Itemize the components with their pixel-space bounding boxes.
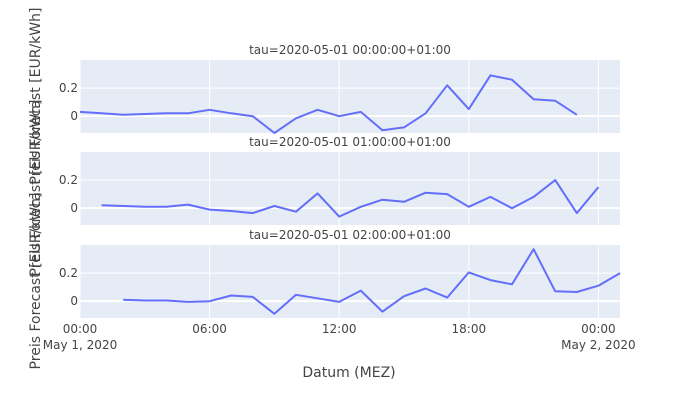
x-tick-date: May 1, 2020 <box>43 338 117 352</box>
y-tick-label: 0.2 <box>59 266 78 280</box>
plot-area <box>80 152 620 225</box>
y-axis-title-panel-1: Preis Forecast [EUR/kWh] <box>28 8 44 185</box>
series-line <box>123 248 621 315</box>
plot-area <box>80 60 620 133</box>
x-axis-title: Datum (MEZ) <box>302 365 395 381</box>
panel-1: 0 0.2 tau=2020-05-01 00:00:00+01:00 <box>59 43 620 134</box>
series-line <box>79 74 578 134</box>
y-axis-title-panel-3: Preis Forecast [EUR/kWh] <box>28 193 44 370</box>
y-tick-label: 0 <box>70 201 78 215</box>
panel-title: tau=2020-05-01 00:00:00+01:00 <box>249 43 451 57</box>
x-tick-label: 18:00 <box>452 322 487 336</box>
x-tick-label: 12:00 <box>322 322 357 336</box>
plot-area <box>80 245 620 318</box>
panel-title: tau=2020-05-01 01:00:00+01:00 <box>249 135 451 149</box>
y-tick-label: 0.2 <box>59 173 78 187</box>
x-axis-dates: May 1, 2020 May 2, 2020 <box>43 338 636 352</box>
x-tick-date: May 2, 2020 <box>561 338 635 352</box>
y-tick-label: 0 <box>70 109 78 123</box>
panel-3: 0 0.2 tau=2020-05-01 02:00:00+01:00 <box>59 228 621 318</box>
x-axis: 00:00 06:00 12:00 18:00 00:00 <box>63 322 616 336</box>
x-tick-label: 00:00 <box>63 322 98 336</box>
y-tick-label: 0.2 <box>59 81 78 95</box>
series-line <box>101 179 600 218</box>
panel-title: tau=2020-05-01 02:00:00+01:00 <box>249 228 451 242</box>
y-axis-title-panel-2: Preis Forecast [EUR/kWh] <box>28 100 44 277</box>
panels-layer: 0 0.2 tau=2020-05-01 00:00:00+01:00 0 0.2 tau… <box>59 43 621 318</box>
panel-2: 0 0.2 tau=2020-05-01 01:00:00+01:00 <box>59 135 620 225</box>
y-tick-label: 0 <box>70 294 78 308</box>
x-tick-label: 00:00 <box>581 322 616 336</box>
x-tick-label: 06:00 <box>192 322 227 336</box>
